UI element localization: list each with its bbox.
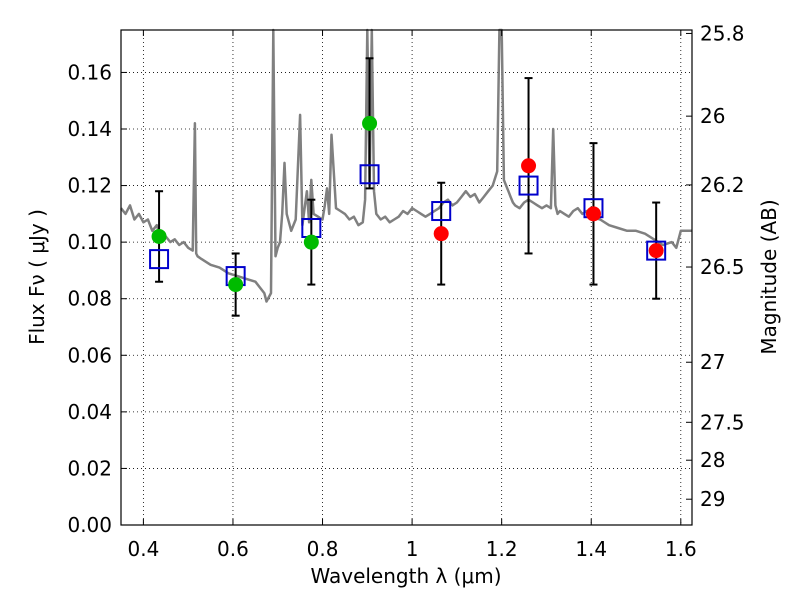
spectrum-line bbox=[120, 28, 692, 303]
x-tick-label: 1 bbox=[406, 537, 419, 561]
right-tick-label: 26 bbox=[700, 104, 725, 128]
data-point-circle bbox=[585, 206, 601, 222]
marker-layer bbox=[149, 115, 667, 293]
errorbar-layer bbox=[155, 57, 661, 317]
grid bbox=[121, 30, 692, 526]
tick-label-layer: 0.4 0.6 0.8 1 1.2 1.4 1.6 0.00 0.02 0.04 0.06 0.08 0… bbox=[67, 21, 744, 561]
y-tick-label: 0.04 bbox=[67, 400, 112, 424]
data-point-square bbox=[431, 201, 452, 222]
data-point-circle bbox=[228, 277, 244, 293]
data-point-square bbox=[518, 175, 539, 196]
right-tick-label: 26.5 bbox=[700, 255, 745, 279]
data-point-circle bbox=[151, 228, 167, 244]
right-tick-label: 27.5 bbox=[700, 410, 745, 434]
right-tick-label: 28 bbox=[700, 448, 725, 472]
data-point-circle bbox=[433, 226, 449, 242]
y-tick-label: 0.06 bbox=[67, 343, 112, 367]
right-tick-label: 25.8 bbox=[700, 21, 745, 45]
data-point-circle bbox=[521, 158, 537, 174]
right-tick-label: 27 bbox=[700, 350, 725, 374]
right-tick-label: 26.2 bbox=[700, 173, 745, 197]
x-tick-label: 0.6 bbox=[217, 537, 249, 561]
y-axis-label: Flux Fν ( μJy ) bbox=[25, 209, 49, 345]
right-axis-label: Magnitude (AB) bbox=[757, 199, 781, 354]
tick-layer bbox=[121, 30, 692, 526]
y-tick-label: 0.12 bbox=[67, 174, 112, 198]
plot-frame bbox=[120, 29, 693, 526]
data-point-square bbox=[359, 164, 380, 185]
x-tick-label: 1.4 bbox=[575, 537, 607, 561]
spectrum-layer bbox=[120, 28, 692, 303]
x-tick-label: 1.6 bbox=[665, 537, 697, 561]
y-tick-label: 0.00 bbox=[67, 513, 112, 537]
x-tick-label: 0.4 bbox=[127, 537, 159, 561]
y-tick-label: 0.16 bbox=[67, 60, 112, 84]
data-point-circle bbox=[362, 115, 378, 131]
data-point-circle bbox=[303, 234, 319, 250]
data-point-circle bbox=[648, 243, 664, 259]
data-point-square bbox=[149, 249, 170, 270]
y-tick-label: 0.02 bbox=[67, 456, 112, 480]
y-tick-label: 0.10 bbox=[67, 230, 112, 254]
y-tick-label: 0.14 bbox=[67, 117, 112, 141]
right-tick-label: 29 bbox=[700, 487, 725, 511]
x-tick-label: 1.2 bbox=[486, 537, 518, 561]
data-point-square bbox=[646, 240, 667, 261]
x-axis-label: Wavelength λ (μm) bbox=[310, 564, 501, 588]
x-tick-label: 0.8 bbox=[307, 537, 339, 561]
y-tick-label: 0.08 bbox=[67, 287, 112, 311]
